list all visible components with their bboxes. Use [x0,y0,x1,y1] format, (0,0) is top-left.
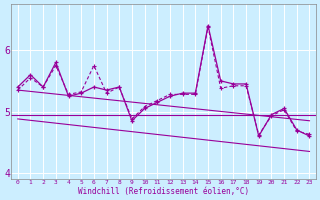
X-axis label: Windchill (Refroidissement éolien,°C): Windchill (Refroidissement éolien,°C) [78,187,249,196]
